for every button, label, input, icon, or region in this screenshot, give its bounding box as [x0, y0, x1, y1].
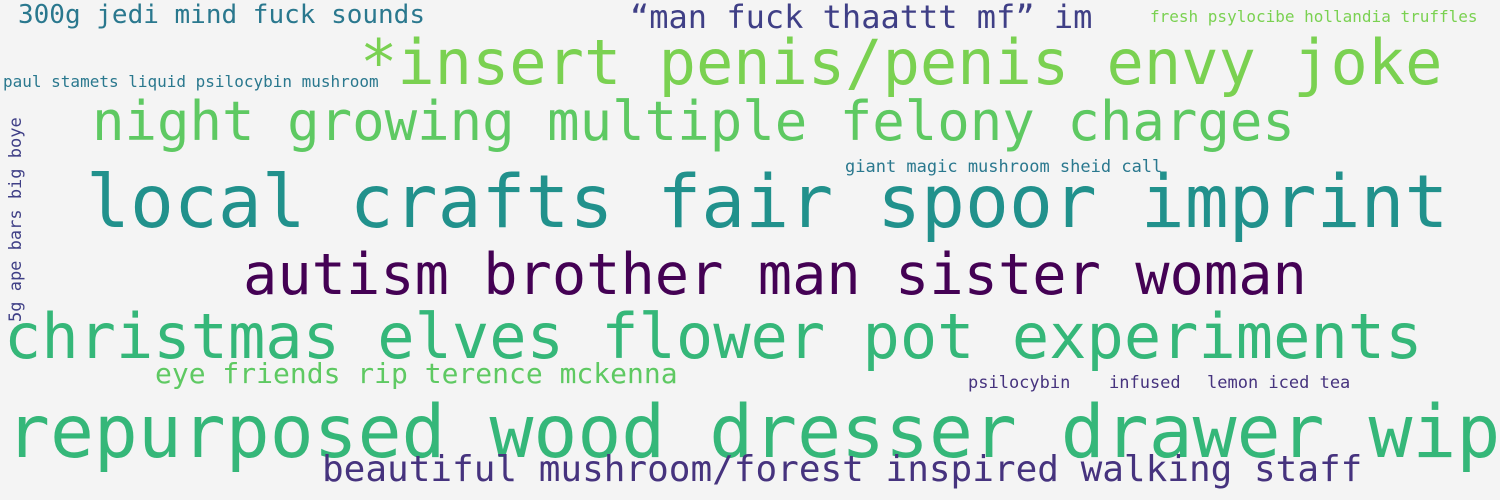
word-local-crafts-fair: local crafts fair spoor imprint: [86, 160, 1449, 245]
word-lemon-iced-tea: lemon iced tea: [1207, 373, 1351, 393]
word-walking-staff: beautiful mushroom/forest inspired walki…: [322, 449, 1363, 490]
word-hollandia-truffles: fresh psylocibe hollandia truffles: [1150, 7, 1478, 26]
word-infused: infused: [1109, 373, 1181, 393]
word-giant-magic-mushroom: giant magic mushroom sheid call: [845, 157, 1163, 177]
word-insert-joke: *insert penis/penis envy joke: [360, 26, 1443, 99]
word-christmas-elves: christmas elves flower pot experiments: [4, 300, 1423, 373]
word-man-fuck-quote: “man fuck thaattt mf” im: [630, 0, 1093, 36]
word-paul-stamets: paul stamets liquid psilocybin mushroom: [3, 72, 379, 91]
word-eye-friends: eye friends rip terence mckenna: [155, 357, 678, 390]
word-autism-brother: autism brother man sister woman: [243, 242, 1307, 308]
word-psilocybin: psilocybin: [968, 373, 1071, 393]
word-repurposed-dresser: repurposed wood dresser drawer wip: [6, 390, 1500, 475]
word-ape-bars: 5g ape bars big boye: [6, 117, 26, 322]
word-jedi-mind-sounds: 300g jedi mind fuck sounds: [18, 0, 425, 30]
word-felony-charges: night growing multiple felony charges: [92, 90, 1295, 153]
